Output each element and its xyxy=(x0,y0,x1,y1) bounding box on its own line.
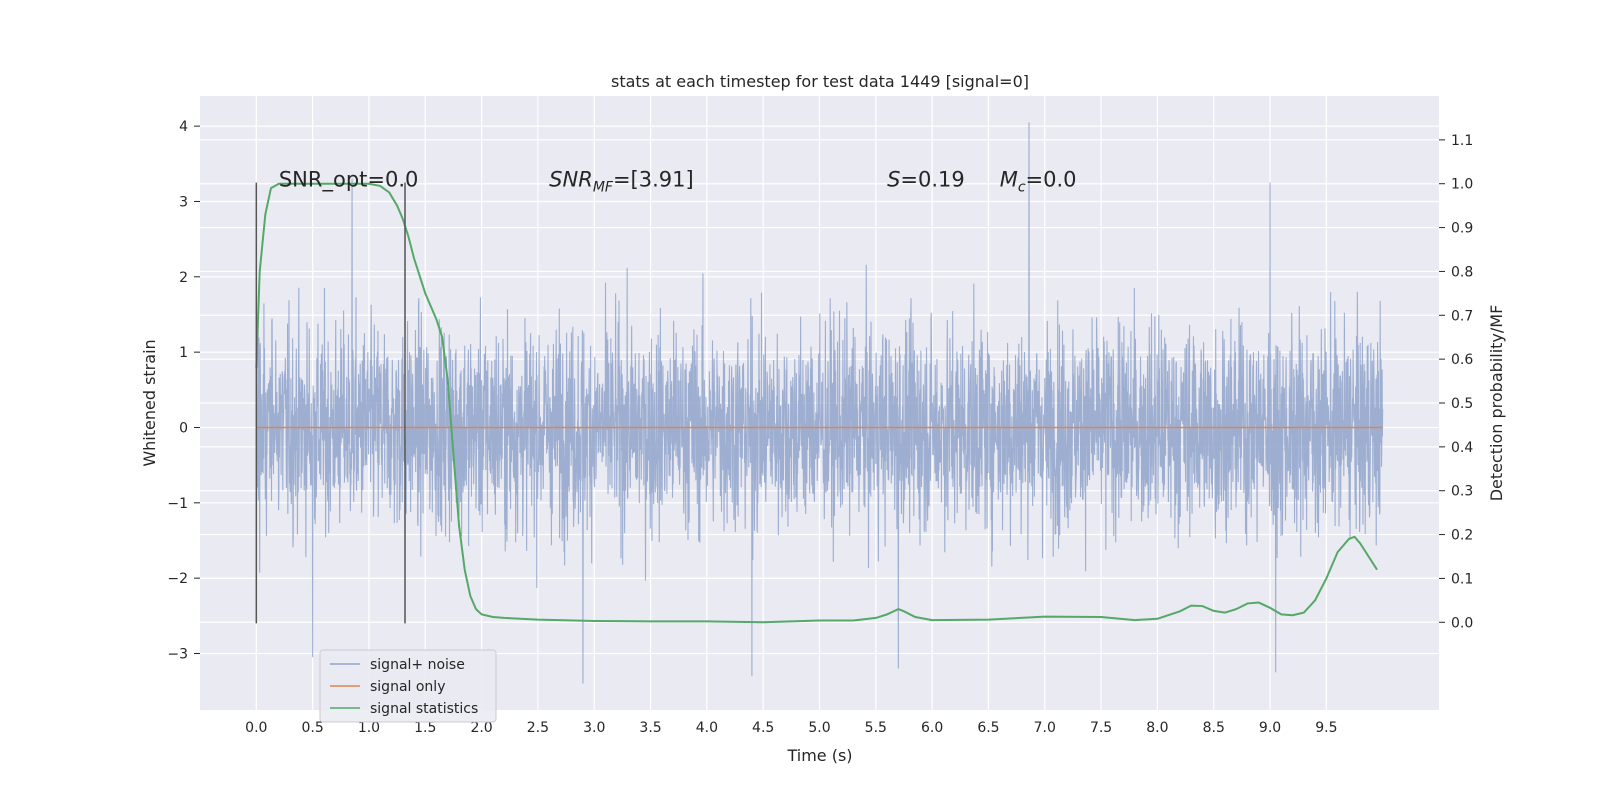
x-tick-label: 5.5 xyxy=(865,720,887,736)
y2-tick-label: 1.1 xyxy=(1451,133,1473,149)
y2-axis-label: Detection probability/MF xyxy=(1487,305,1506,502)
x-tick-label: 2.0 xyxy=(470,720,492,736)
y2-tick-label: 0.6 xyxy=(1451,352,1473,368)
y-tick-label: 3 xyxy=(179,194,188,210)
x-tick-label: 9.0 xyxy=(1259,720,1281,736)
annotation-text: S=0.19 xyxy=(887,167,965,191)
x-tick-label: 8.5 xyxy=(1203,720,1225,736)
tick-labels: 0.0 0.5 1.0 1.5 2.0 2.5 3.0 3.5 4.0 4.5 5.0 5.5 6.0 6… xyxy=(167,119,1473,736)
x-tick-label: 6.0 xyxy=(921,720,943,736)
y2-tick-label: 0.1 xyxy=(1451,571,1473,587)
y-tick-label: 2 xyxy=(179,270,188,286)
y2-tick-label: 0.5 xyxy=(1451,396,1473,412)
chart-title: stats at each timestep for test data 144… xyxy=(611,72,1029,91)
y-tick-label: −2 xyxy=(167,571,188,587)
y2-tick-label: 0.3 xyxy=(1451,484,1473,500)
x-tick-label: 1.0 xyxy=(358,720,380,736)
legend: signal+ noise signal only signal statist… xyxy=(319,649,497,723)
y2-tick-label: 0.4 xyxy=(1451,440,1473,456)
x-tick-label: 8.0 xyxy=(1146,720,1168,736)
y2-tick-label: 0.7 xyxy=(1451,308,1473,324)
x-tick-label: 2.5 xyxy=(527,720,549,736)
x-tick-label: 1.5 xyxy=(414,720,436,736)
y-tick-label: −3 xyxy=(167,646,188,662)
y-tick-label: 4 xyxy=(179,119,188,135)
y2-tick-label: 0.9 xyxy=(1451,221,1473,237)
y2-tick-label: 0.2 xyxy=(1451,528,1473,544)
y-tick-label: 1 xyxy=(179,345,188,361)
y-tick-label: 0 xyxy=(179,420,188,436)
x-tick-label: 4.0 xyxy=(696,720,718,736)
signal-statistics-line xyxy=(255,182,1378,624)
y-tick-label: −1 xyxy=(167,496,188,512)
x-tick-label: 3.0 xyxy=(583,720,605,736)
legend-box xyxy=(319,649,497,723)
x-tick-label: 7.5 xyxy=(1090,720,1112,736)
y2-tick-label: 0.8 xyxy=(1451,264,1473,280)
vertical-markers xyxy=(255,182,406,624)
y2-tick-label: 1.0 xyxy=(1451,177,1473,193)
x-tick-label: 0.0 xyxy=(245,720,267,736)
annotations: SNR_opt=0.0 SNRMF=[3.91] S=0.19 Mc=0.0 xyxy=(279,167,1077,195)
x-tick-label: 6.5 xyxy=(977,720,999,736)
x-axis-label: Time (s) xyxy=(786,746,852,765)
x-tick-label: 4.5 xyxy=(752,720,774,736)
x-tick-label: 9.5 xyxy=(1315,720,1337,736)
legend-label-signal: signal only xyxy=(370,679,445,695)
y2-tick-label: 0.0 xyxy=(1451,615,1473,631)
signal-noise-line xyxy=(255,122,1384,684)
y-axis-label: Whitened strain xyxy=(140,339,159,466)
x-tick-label: 5.0 xyxy=(808,720,830,736)
annotation-text: SNRMF=[3.91] xyxy=(549,167,694,195)
signal-noise-series xyxy=(255,122,1384,684)
annotation-text: SNR_opt=0.0 xyxy=(279,167,419,192)
x-tick-label: 7.0 xyxy=(1034,720,1056,736)
legend-label-noise: signal+ noise xyxy=(370,657,465,673)
legend-label-stats: signal statistics xyxy=(370,701,478,717)
x-tick-label: 3.5 xyxy=(639,720,661,736)
annotation-text: Mc=0.0 xyxy=(1000,167,1077,195)
x-tick-label: 0.5 xyxy=(302,720,324,736)
series-lines xyxy=(255,182,1383,624)
